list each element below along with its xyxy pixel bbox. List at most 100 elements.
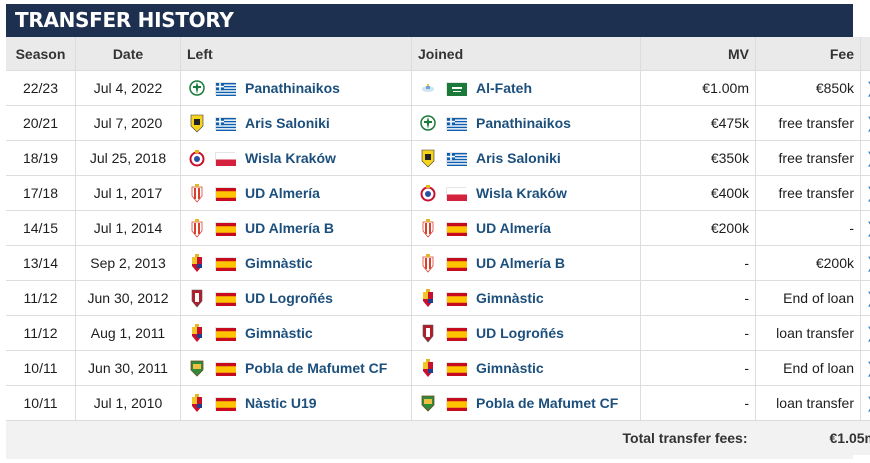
season-cell: 20/21 <box>6 105 76 141</box>
fee-cell: free transfer <box>755 140 861 176</box>
almeria-crest-icon[interactable] <box>420 218 436 238</box>
chevron-right-icon[interactable]: ❯ <box>866 255 870 272</box>
row-detail-link[interactable]: ❯ <box>860 105 870 141</box>
row-detail-link[interactable]: ❯ <box>860 385 870 421</box>
joined-club-link[interactable]: UD Almería B <box>476 255 565 271</box>
date-cell: Jul 1, 2017 <box>75 175 181 211</box>
left-club-cell: Pobla de Mafumet CF <box>180 350 412 386</box>
chevron-right-icon[interactable]: ❯ <box>866 185 870 202</box>
chevron-right-icon[interactable]: ❯ <box>866 150 870 167</box>
panathinaikos-crest-icon[interactable] <box>189 78 205 98</box>
logrones-crest-icon[interactable] <box>420 323 436 343</box>
total-fees-value: €1.05m <box>755 420 870 455</box>
gimnastic-crest-icon[interactable] <box>189 393 205 413</box>
left-club-link[interactable]: Wisla Kraków <box>245 150 336 166</box>
row-detail-link[interactable]: ❯ <box>860 210 870 246</box>
panathinaikos-crest-icon[interactable] <box>420 113 436 133</box>
left-club-link[interactable]: Panathinaikos <box>245 80 340 96</box>
chevron-right-icon[interactable]: ❯ <box>866 360 870 377</box>
row-detail-link[interactable]: ❯ <box>860 350 870 386</box>
joined-club-link[interactable]: Wisla Kraków <box>476 185 567 201</box>
spain-flag-icon <box>446 396 467 411</box>
almeria-crest-icon[interactable] <box>420 253 436 273</box>
left-club-link[interactable]: Gimnàstic <box>245 255 313 271</box>
joined-club-link[interactable]: Pobla de Mafumet CF <box>476 395 619 411</box>
row-detail-link[interactable]: ❯ <box>860 245 870 281</box>
column-header-arrow <box>860 37 870 71</box>
left-club-link[interactable]: Gimnàstic <box>245 325 313 341</box>
left-club-link[interactable]: UD Almería <box>245 185 320 201</box>
gimnastic-crest-icon[interactable] <box>420 358 436 378</box>
spain-flag-icon <box>446 221 467 236</box>
left-club-cell: Aris Saloniki <box>180 105 412 141</box>
joined-club-link[interactable]: Gimnàstic <box>476 360 544 376</box>
gimnastic-crest-icon[interactable] <box>189 253 205 273</box>
row-detail-link[interactable]: ❯ <box>860 280 870 316</box>
pobla-crest-icon[interactable] <box>420 393 436 413</box>
row-detail-link[interactable]: ❯ <box>860 175 870 211</box>
aris-crest-icon[interactable] <box>189 113 205 133</box>
chevron-right-icon[interactable]: ❯ <box>866 395 870 412</box>
joined-club-link[interactable]: Panathinaikos <box>476 115 571 131</box>
left-club-cell: Wisla Kraków <box>180 140 412 176</box>
joined-club-link[interactable]: Aris Saloniki <box>476 150 561 166</box>
chevron-right-icon[interactable]: ❯ <box>866 115 870 132</box>
chevron-right-icon[interactable]: ❯ <box>866 290 870 307</box>
fee-cell: €200k <box>755 245 861 281</box>
season-cell: 11/12 <box>6 280 76 316</box>
al-fateh-crest-icon[interactable] <box>420 78 436 98</box>
market-value-cell: €1.00m <box>640 70 756 106</box>
left-club-link[interactable]: UD Logroñés <box>245 290 333 306</box>
date-cell: Jun 30, 2011 <box>75 350 181 386</box>
joined-club-link[interactable]: Al-Fateh <box>476 80 532 96</box>
almeria-crest-icon[interactable] <box>189 218 205 238</box>
table-row: 14/15 Jul 1, 2014 UD Almería B UD Almería €2… <box>6 210 870 246</box>
joined-club-link[interactable]: UD Logroñés <box>476 325 564 341</box>
joined-club-link[interactable]: UD Almería <box>476 220 551 236</box>
poland-flag-icon <box>446 186 467 201</box>
season-cell: 10/11 <box>6 350 76 386</box>
date-cell: Jul 1, 2010 <box>75 385 181 421</box>
left-club-cell: Gimnàstic <box>180 245 412 281</box>
poland-flag-icon <box>215 151 236 166</box>
column-header-season: Season <box>6 37 76 71</box>
logrones-crest-icon[interactable] <box>189 288 205 308</box>
spain-flag-icon <box>446 256 467 271</box>
left-club-link[interactable]: Nàstic U19 <box>245 395 317 411</box>
row-detail-link[interactable]: ❯ <box>860 70 870 106</box>
pobla-crest-icon[interactable] <box>189 358 205 378</box>
section-title: TRANSFER HISTORY <box>6 4 853 37</box>
left-club-link[interactable]: Aris Saloniki <box>245 115 330 131</box>
season-cell: 11/12 <box>6 315 76 351</box>
chevron-right-icon[interactable]: ❯ <box>866 220 870 237</box>
transfer-history-box: TRANSFER HISTORY Season Date Left Joined… <box>6 4 870 459</box>
gimnastic-crest-icon[interactable] <box>189 323 205 343</box>
market-value-cell: - <box>640 280 756 316</box>
joined-club-cell: Panathinaikos <box>411 105 641 141</box>
left-club-link[interactable]: UD Almería B <box>245 220 334 236</box>
left-club-link[interactable]: Pobla de Mafumet CF <box>245 360 388 376</box>
greece-flag-icon <box>446 116 467 131</box>
wisla-crest-icon[interactable] <box>189 148 205 168</box>
fee-cell: loan transfer <box>755 385 861 421</box>
chevron-right-icon[interactable]: ❯ <box>866 325 870 342</box>
row-detail-link[interactable]: ❯ <box>860 140 870 176</box>
date-cell: Jul 4, 2022 <box>75 70 181 106</box>
chevron-right-icon[interactable]: ❯ <box>866 80 870 97</box>
date-cell: Sep 2, 2013 <box>75 245 181 281</box>
gimnastic-crest-icon[interactable] <box>420 288 436 308</box>
market-value-cell: - <box>640 350 756 386</box>
market-value-cell: €200k <box>640 210 756 246</box>
fee-cell: - <box>755 210 861 246</box>
row-detail-link[interactable]: ❯ <box>860 315 870 351</box>
market-value-cell: €400k <box>640 175 756 211</box>
almeria-crest-icon[interactable] <box>189 183 205 203</box>
left-club-cell: UD Logroñés <box>180 280 412 316</box>
wisla-crest-icon[interactable] <box>420 183 436 203</box>
joined-club-link[interactable]: Gimnàstic <box>476 290 544 306</box>
table-row: 10/11 Jun 30, 2011 Pobla de Mafumet CF Gimn… <box>6 350 870 386</box>
season-cell: 14/15 <box>6 210 76 246</box>
season-cell: 13/14 <box>6 245 76 281</box>
table-row: 11/12 Jun 30, 2012 UD Logroñés Gimnàstic - En… <box>6 280 870 316</box>
aris-crest-icon[interactable] <box>420 148 436 168</box>
